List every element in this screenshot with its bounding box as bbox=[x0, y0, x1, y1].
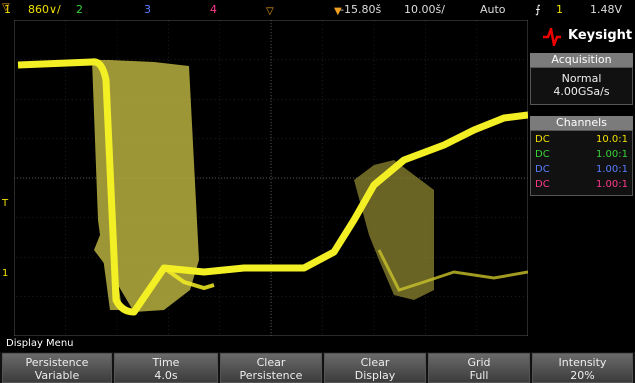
right-sidebar: Keysight Acquisition Normal 4.00GSa/s Ch… bbox=[528, 20, 635, 338]
acquisition-panel: Normal 4.00GSa/s bbox=[530, 67, 633, 105]
channels-panel-title[interactable]: Channels bbox=[530, 116, 633, 130]
channel-coupling: DC bbox=[535, 149, 550, 160]
trigger-position-icon: ▽ bbox=[2, 2, 10, 13]
softkey-bar: Persistence Variable Time 4.0s Clear Per… bbox=[0, 352, 635, 383]
brand-name: Keysight bbox=[568, 28, 633, 43]
intensity-softkey[interactable]: Intensity 20% bbox=[532, 353, 633, 383]
softkey-label: Persistence bbox=[25, 356, 89, 369]
waveform-graticule[interactable]: ▽ ▼ ▽ T 1 bbox=[2, 2, 529, 337]
softkey-value: Display bbox=[354, 369, 396, 382]
softkey-label: Time bbox=[152, 356, 180, 369]
ch3-number[interactable]: 3 bbox=[144, 3, 151, 16]
trigger-delay-icon: ▼ bbox=[334, 6, 342, 17]
time-center-icon: ▽ bbox=[266, 6, 274, 17]
channel-row: DC 1.00:1 bbox=[535, 149, 628, 163]
persistence-band-rising bbox=[354, 160, 434, 300]
sample-rate: 4.00GSa/s bbox=[553, 85, 610, 98]
softkey-value: 4.0s bbox=[154, 369, 178, 382]
delay-value[interactable]: -15.80š bbox=[340, 3, 382, 16]
softkey-value: 20% bbox=[570, 369, 595, 382]
ch1-echo-trace bbox=[377, 249, 529, 292]
softkey-value: Variable bbox=[34, 369, 80, 382]
acquisition-mode: Normal bbox=[561, 72, 602, 85]
ch1-scale[interactable]: 860∨/ bbox=[28, 3, 61, 16]
trigger-edge-icon: ⨍ bbox=[535, 3, 541, 16]
channel-row: DC 1.00:1 bbox=[535, 164, 628, 178]
softkey-label: Clear bbox=[256, 356, 286, 369]
channel-probe: 10.0:1 bbox=[596, 134, 628, 145]
persistence-softkey[interactable]: Persistence Variable bbox=[2, 353, 112, 383]
ch1-ringing-trace bbox=[162, 266, 215, 291]
brand-logo: Keysight bbox=[528, 20, 635, 52]
softkey-label: Intensity bbox=[558, 356, 607, 369]
channel-probe: 1.00:1 bbox=[596, 179, 628, 190]
timebase-value[interactable]: 10.00š/ bbox=[404, 3, 445, 16]
channel-probe: 1.00:1 bbox=[596, 164, 628, 175]
ch1-ground-marker[interactable]: 1 bbox=[2, 268, 9, 279]
clear-persistence-softkey[interactable]: Clear Persistence bbox=[220, 353, 322, 383]
channel-probe: 1.00:1 bbox=[596, 149, 628, 160]
menu-title: Display Menu bbox=[6, 338, 74, 349]
trigger-source[interactable]: 1 bbox=[556, 3, 563, 16]
ch4-number[interactable]: 4 bbox=[210, 3, 217, 16]
channel-row: DC 1.00:1 bbox=[535, 179, 628, 193]
status-bar: 1 860∨/ 2 3 4 -15.80š 10.00š/ Auto ⨍ 1 1… bbox=[0, 0, 635, 20]
channel-row: DC 10.0:1 bbox=[535, 134, 628, 148]
trigger-level[interactable]: 1.48V bbox=[590, 3, 623, 16]
grid-softkey[interactable]: Grid Full bbox=[428, 353, 530, 383]
softkey-label: Grid bbox=[467, 356, 491, 369]
clear-display-softkey[interactable]: Clear Display bbox=[324, 353, 426, 383]
waveform-display bbox=[13, 19, 529, 337]
softkey-value: Full bbox=[469, 369, 489, 382]
ch2-number[interactable]: 2 bbox=[76, 3, 83, 16]
ch1-number[interactable]: 1 bbox=[4, 3, 11, 16]
softkey-label: Clear bbox=[360, 356, 390, 369]
channel-coupling: DC bbox=[535, 164, 550, 175]
trigger-level-marker[interactable]: T bbox=[2, 198, 9, 209]
ch1-waveform-trace bbox=[17, 58, 529, 316]
softkey-value: Persistence bbox=[239, 369, 303, 382]
channel-coupling: DC bbox=[535, 134, 550, 145]
time-softkey[interactable]: Time 4.0s bbox=[114, 353, 218, 383]
channel-coupling: DC bbox=[535, 179, 550, 190]
keysight-wave-icon bbox=[543, 28, 561, 46]
trigger-mode[interactable]: Auto bbox=[480, 3, 506, 16]
acquisition-panel-title[interactable]: Acquisition bbox=[530, 53, 633, 67]
channels-panel: DC 10.0:1 DC 1.00:1 DC 1.00:1 DC 1.00:1 bbox=[530, 130, 633, 196]
